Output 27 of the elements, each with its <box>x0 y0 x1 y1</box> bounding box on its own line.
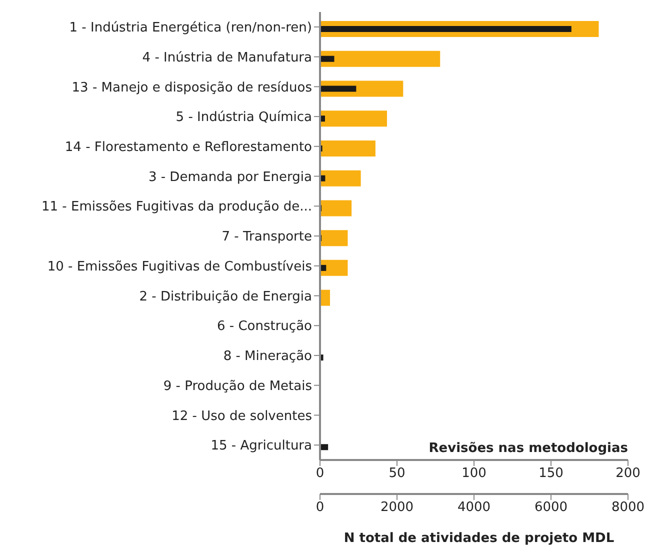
x-tick-label: 50 <box>388 466 406 482</box>
x-tick-label: 200 <box>616 466 640 482</box>
y-tick-label: 5 - Indústria Química <box>176 110 312 126</box>
y-tick-label: 7 - Transporte <box>222 230 312 245</box>
x2-tick-label: 6000 <box>534 500 568 516</box>
x2-tick-label: 8000 <box>611 500 645 516</box>
y-tick-label: 14 - Florestamento e Reflorestamento <box>64 140 312 156</box>
y-tick-label: 9 - Produção de Metais <box>163 378 312 394</box>
y-tick-label: 1 - Indústria Energética (ren/non-ren) <box>69 20 312 36</box>
y-tick-label: 12 - Uso de solventes <box>172 408 312 424</box>
y-tick-label: 2 - Distribuição de Energia <box>139 289 312 304</box>
y-tick-label: 8 - Mineração <box>223 349 312 364</box>
y-tick-label: 13 - Manejo e disposição de resíduos <box>72 80 312 96</box>
x-axis-title: Revisões nas metodologias <box>428 441 628 456</box>
x2-axis-title: N total de atividades de projeto MDL <box>344 531 614 546</box>
x-tick-label: 0 <box>316 466 324 482</box>
y-tick-label: 6 - Construção <box>216 319 312 334</box>
y-tick-label: 11 - Emissões Fugitivas da produção de... <box>42 200 312 215</box>
x2-tick-label: 0 <box>316 500 324 516</box>
x2-tick-label: 2000 <box>380 500 414 516</box>
y-tick-label: 15 - Agricultura <box>210 438 312 454</box>
x-tick-label: 150 <box>538 466 564 482</box>
y-tick-label: 10 - Emissões Fugitivas de Combustíveis <box>47 259 312 274</box>
y-tick-label: 4 - Inústria de Manufatura <box>142 50 312 66</box>
x2-tick-label: 4000 <box>457 500 491 516</box>
x-tick-label: 100 <box>462 466 486 482</box>
y-tick-label: 3 - Demanda por Energia <box>148 170 312 185</box>
